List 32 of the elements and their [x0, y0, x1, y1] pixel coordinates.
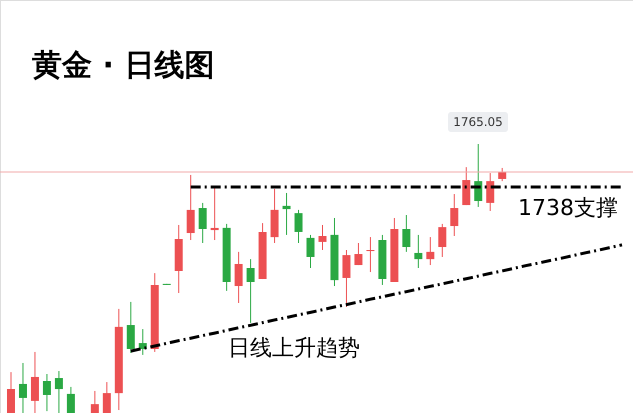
candlestick	[246, 258, 255, 324]
candlestick	[198, 202, 207, 244]
candlestick	[342, 249, 350, 308]
candlestick	[54, 370, 63, 413]
candlestick	[282, 192, 291, 236]
candlestick	[426, 236, 434, 266]
candlestick	[30, 351, 39, 413]
candlestick	[438, 223, 446, 258]
candlestick	[90, 390, 99, 413]
candlestick	[402, 214, 410, 252]
candlestick	[498, 167, 506, 182]
candlestick	[102, 382, 111, 413]
candlestick	[66, 386, 75, 413]
annotation: 1738支撑	[518, 196, 618, 221]
candlestick	[306, 234, 315, 269]
candlestick	[366, 236, 374, 273]
candlestick	[486, 172, 494, 212]
candlestick	[354, 242, 362, 266]
candlestick	[186, 174, 195, 241]
candlestick	[18, 362, 27, 413]
chart-title: 黄金 · 日线图	[32, 48, 214, 83]
candlestick	[210, 188, 219, 241]
candlestick	[6, 372, 15, 413]
candlestick	[234, 251, 243, 304]
candlestick	[414, 234, 422, 269]
candlestick	[294, 209, 303, 244]
candlestick	[126, 301, 135, 354]
candlestick	[450, 194, 458, 236]
candlestick	[42, 373, 51, 412]
text: 1765.05	[453, 115, 503, 129]
annotation: 日线上升趋势	[228, 336, 360, 361]
candlestick	[318, 224, 326, 250]
